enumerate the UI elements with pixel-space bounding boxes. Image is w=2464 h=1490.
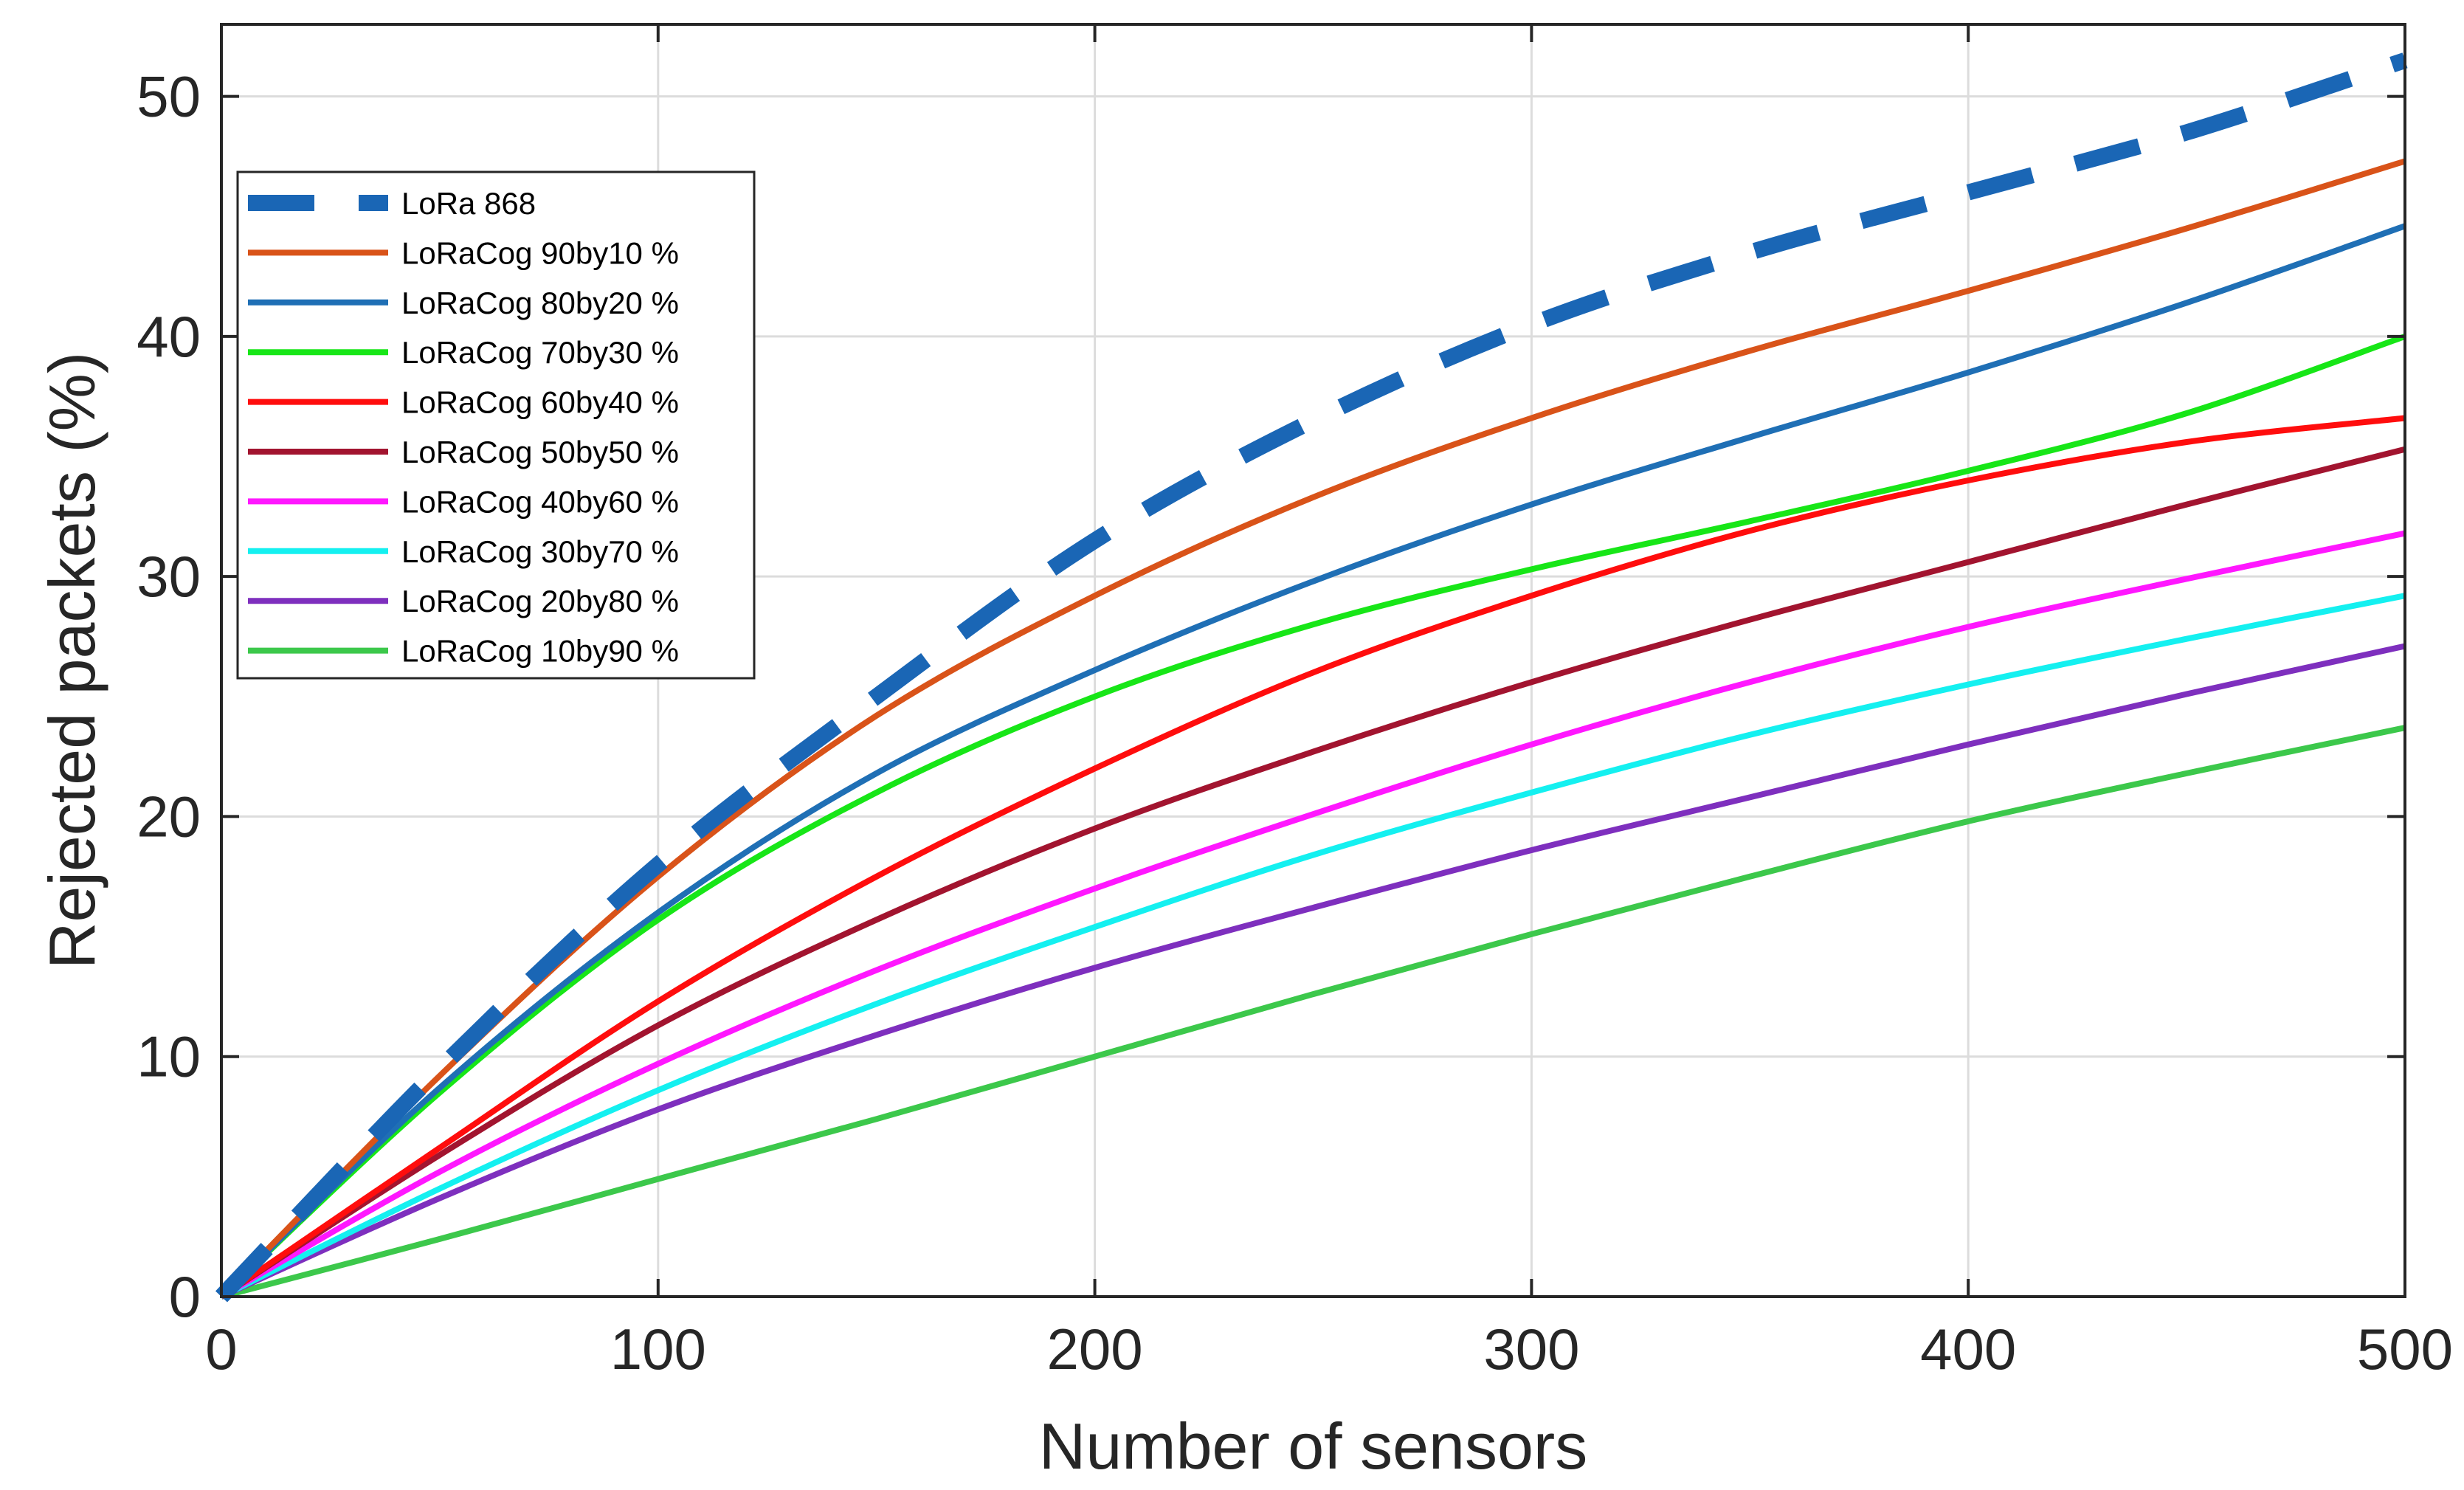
series-line-lora-868 bbox=[215, 52, 2408, 1303]
y-tick-label: 40 bbox=[137, 304, 201, 369]
legend-label: LoRaCog 90by10 % bbox=[401, 235, 679, 270]
series-lines bbox=[215, 52, 2408, 1303]
y-tick-label: 30 bbox=[137, 544, 201, 609]
legend-item-loracog-30by70: LoRaCog 30by70 % bbox=[248, 534, 679, 569]
axes-box bbox=[220, 23, 2406, 1298]
x-tick-label: 300 bbox=[1483, 1317, 1579, 1382]
series-line-loracog-50by50 bbox=[219, 446, 2406, 1300]
legend-item-loracog-90by10: LoRaCog 90by10 % bbox=[248, 235, 679, 270]
series-line-loracog-80by20 bbox=[219, 223, 2406, 1299]
series-line-loracog-60by40 bbox=[219, 415, 2406, 1300]
series-line-loracog-30by70 bbox=[220, 593, 2406, 1300]
series-line-loracog-10by90 bbox=[220, 725, 2406, 1300]
legend-item-loracog-80by20: LoRaCog 80by20 % bbox=[248, 286, 679, 320]
legend-label: LoRaCog 20by80 % bbox=[401, 584, 679, 618]
y-axis-title: Rejected packets (%) bbox=[35, 352, 108, 969]
legend-item-loracog-40by60: LoRaCog 40by60 % bbox=[248, 484, 679, 519]
legend-item-loracog-60by40: LoRaCog 60by40 % bbox=[248, 385, 679, 420]
legend-label: LoRaCog 40by60 % bbox=[401, 484, 679, 519]
y-tick-label: 50 bbox=[137, 64, 201, 129]
legend-item-loracog-20by80: LoRaCog 20by80 % bbox=[248, 584, 679, 618]
x-axis-title: Number of sensors bbox=[1039, 1410, 1587, 1483]
legend-label: LoRa 868 bbox=[401, 186, 536, 221]
x-tick-label: 500 bbox=[2357, 1317, 2453, 1382]
legend-item-loracog-50by50: LoRaCog 50by50 % bbox=[248, 435, 679, 469]
y-tick-label: 0 bbox=[169, 1264, 201, 1329]
series-line-loracog-40by60 bbox=[220, 530, 2406, 1300]
legend: LoRa 868 LoRaCog 90by10 % LoRaCog 80by20 %… bbox=[236, 170, 756, 680]
legend-label: LoRaCog 70by30 % bbox=[401, 335, 679, 370]
legend-label: LoRaCog 10by90 % bbox=[401, 634, 679, 669]
legend-label: LoRaCog 50by50 % bbox=[401, 435, 679, 469]
y-tick-label: 20 bbox=[137, 784, 201, 849]
legend-label: LoRaCog 60by40 % bbox=[401, 385, 679, 420]
x-tick-label: 200 bbox=[1047, 1317, 1143, 1382]
ticks: 0 100 200 300 400 500 0 10 20 30 40 50 bbox=[137, 24, 2453, 1382]
x-tick-label: 0 bbox=[205, 1317, 237, 1382]
legend-box bbox=[236, 170, 756, 680]
y-tick-label: 10 bbox=[137, 1024, 201, 1089]
series-line-loracog-20by80 bbox=[220, 643, 2406, 1300]
legend-item-lora-868: LoRa 868 bbox=[248, 186, 536, 221]
legend-label: LoRaCog 80by20 % bbox=[401, 286, 679, 320]
legend-label: LoRaCog 30by70 % bbox=[401, 534, 679, 569]
legend-item-loracog-10by90: LoRaCog 10by90 % bbox=[248, 634, 679, 669]
legend-item-loracog-70by30: LoRaCog 70by30 % bbox=[248, 335, 679, 370]
series-line-loracog-70by30 bbox=[219, 334, 2406, 1299]
x-tick-label: 400 bbox=[1920, 1317, 2016, 1382]
x-tick-label: 100 bbox=[610, 1317, 706, 1382]
